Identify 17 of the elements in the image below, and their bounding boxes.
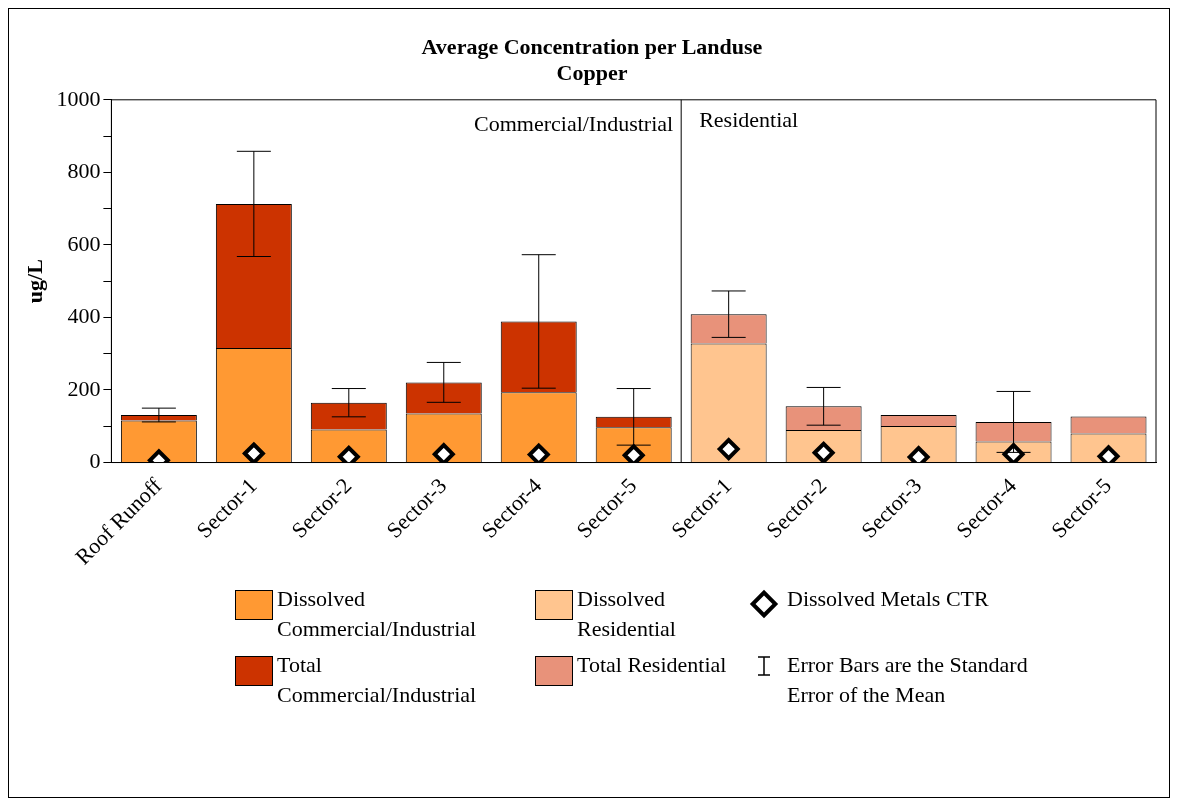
legend-label: Dissolved Commercial/Industrial: [277, 585, 478, 643]
legend-label: Dissolved Residential: [577, 585, 677, 643]
y-tick-label: 600: [67, 230, 101, 256]
y-tick-label: 800: [67, 158, 101, 184]
y-tick-label: 0: [89, 448, 101, 474]
legend-label: Total Residential: [577, 651, 728, 679]
y-tick-label: 400: [67, 303, 101, 329]
text: Error Bars are the Standard Error of the Mean: [787, 651, 1029, 709]
chart-title: Average Concentration per Landuse: [421, 33, 763, 59]
annotation: Residential: [699, 106, 799, 132]
y-axis-title: ug/L: [21, 259, 47, 304]
y-tick-label: 1000: [56, 85, 101, 111]
annotation: Commercial/Industrial: [474, 110, 674, 136]
legend-label: Total Commercial/Industrial: [277, 651, 478, 709]
chart-subtitle: Copper: [556, 60, 628, 86]
legend-label: Dissolved Metals CTR: [787, 585, 990, 613]
y-tick-label: 200: [67, 375, 101, 401]
